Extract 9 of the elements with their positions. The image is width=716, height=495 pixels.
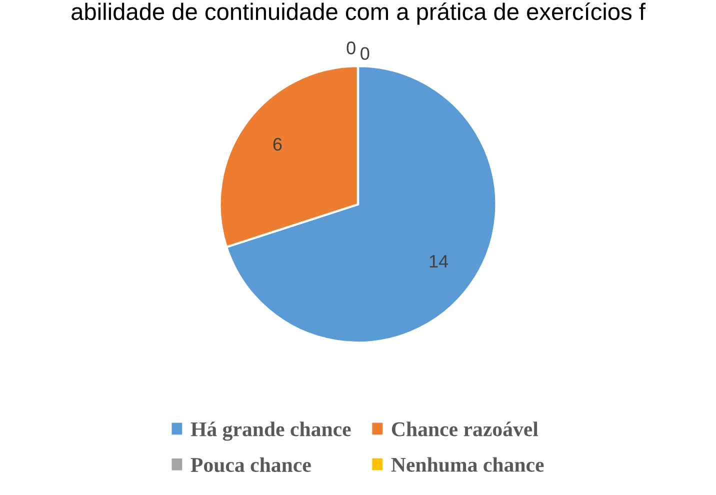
data-label: 6 — [273, 138, 282, 151]
legend-label: Nenhuma chance — [391, 457, 544, 472]
text: 0 — [346, 42, 356, 54]
chart-title: abilidade de continuidade com a prática de exercícios f — [72, 2, 646, 25]
text: 0 — [360, 47, 370, 60]
legend-label: Chance razoável — [392, 422, 538, 436]
data-label: 14 — [430, 255, 448, 268]
legend-label: Pouca chance — [190, 457, 311, 472]
legend-label: Há grande chance — [190, 422, 351, 441]
